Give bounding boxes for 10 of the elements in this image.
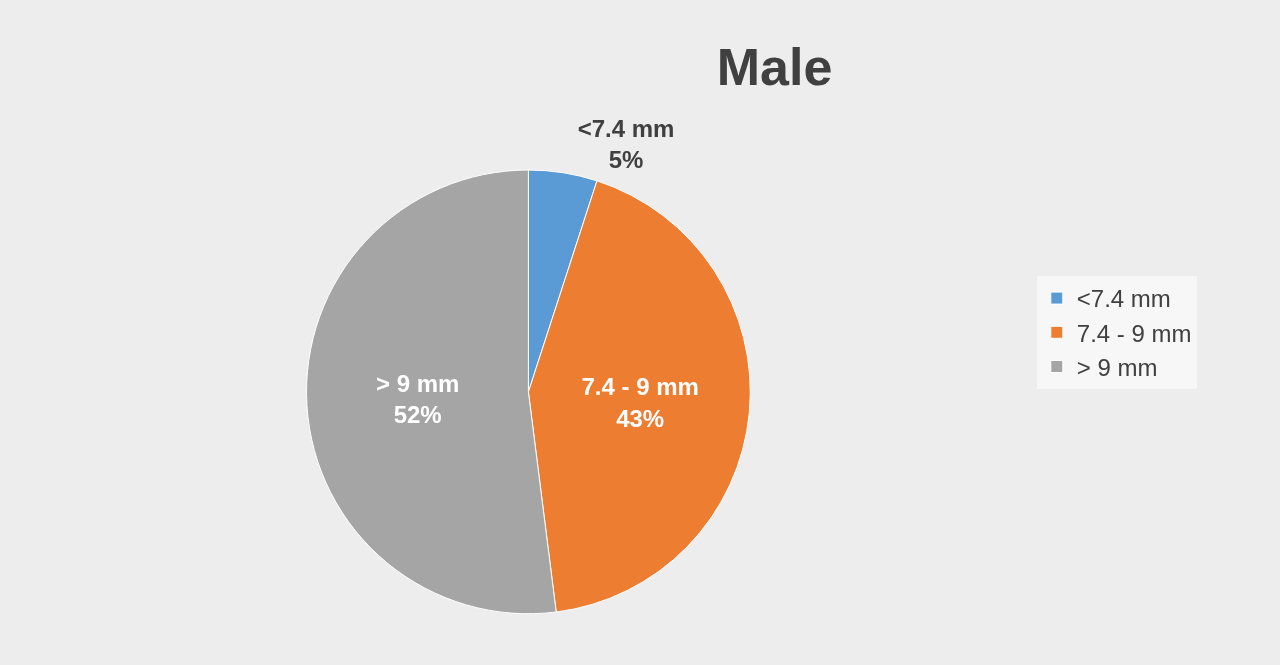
chart-title: Male [716,37,833,96]
slice-label: 7.4 - 9 mm [581,373,699,401]
data-label: 52% [393,400,442,428]
slice-label: > 9 mm [375,369,460,397]
slice-label: <7.4 mm [577,115,675,143]
data-label: 43% [616,404,665,432]
legend-label: 7.4 - 9 mm [1076,319,1192,347]
legend-label: > 9 mm [1076,353,1158,381]
data-label: 5% [608,146,644,174]
legend-label: <7.4 mm [1076,285,1171,313]
